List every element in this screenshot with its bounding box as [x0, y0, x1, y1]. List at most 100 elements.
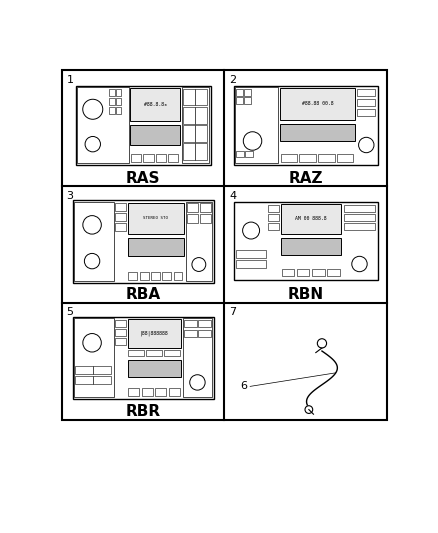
Bar: [128, 350, 144, 356]
Bar: [282, 269, 294, 277]
Bar: [236, 97, 243, 104]
Bar: [280, 124, 355, 141]
Circle shape: [85, 253, 100, 269]
Bar: [195, 88, 207, 106]
Text: #88.88 00.8: #88.88 00.8: [302, 101, 333, 106]
Bar: [109, 98, 115, 105]
Bar: [156, 154, 166, 161]
Bar: [200, 214, 211, 223]
Bar: [143, 154, 154, 161]
Bar: [78, 87, 129, 163]
Bar: [236, 250, 266, 257]
Bar: [234, 202, 378, 280]
Bar: [183, 125, 194, 142]
Text: 5: 5: [67, 308, 74, 317]
Text: RAZ: RAZ: [289, 171, 323, 186]
Bar: [130, 88, 180, 121]
Bar: [343, 214, 375, 221]
Bar: [115, 213, 126, 221]
Bar: [183, 107, 194, 124]
Bar: [268, 205, 279, 212]
Bar: [127, 203, 184, 234]
Bar: [168, 154, 178, 161]
Bar: [184, 320, 197, 327]
Bar: [187, 214, 198, 223]
Bar: [280, 88, 355, 119]
Bar: [74, 202, 114, 281]
Bar: [318, 154, 335, 161]
Bar: [195, 107, 207, 124]
Bar: [195, 143, 207, 160]
Bar: [93, 366, 111, 374]
Bar: [75, 376, 92, 384]
Bar: [115, 320, 126, 327]
Bar: [268, 223, 279, 230]
Bar: [337, 154, 353, 161]
Bar: [127, 319, 181, 348]
Bar: [109, 88, 115, 95]
Bar: [142, 388, 153, 396]
Bar: [116, 98, 121, 105]
Bar: [236, 88, 243, 95]
Bar: [115, 223, 126, 231]
Bar: [115, 338, 126, 345]
Bar: [164, 350, 180, 356]
Bar: [281, 204, 341, 233]
Bar: [146, 350, 162, 356]
Text: 7: 7: [229, 308, 236, 317]
Bar: [73, 317, 214, 399]
Circle shape: [190, 375, 205, 390]
Circle shape: [243, 132, 262, 150]
Bar: [130, 125, 180, 145]
Bar: [187, 203, 198, 212]
Bar: [128, 388, 139, 396]
Bar: [116, 107, 121, 114]
Bar: [151, 272, 160, 280]
Bar: [183, 318, 212, 398]
Bar: [200, 203, 211, 212]
Bar: [184, 329, 197, 337]
Bar: [116, 88, 121, 95]
Bar: [74, 318, 114, 398]
Circle shape: [83, 99, 103, 119]
Bar: [244, 88, 251, 95]
Bar: [183, 88, 194, 106]
Bar: [169, 388, 180, 396]
Circle shape: [83, 216, 101, 234]
Bar: [173, 272, 183, 280]
Bar: [268, 214, 279, 221]
Bar: [327, 269, 340, 277]
Bar: [300, 154, 316, 161]
Circle shape: [85, 136, 100, 152]
Bar: [140, 272, 148, 280]
Bar: [127, 238, 184, 256]
Bar: [297, 269, 310, 277]
Bar: [195, 125, 207, 142]
Bar: [93, 376, 111, 384]
Circle shape: [352, 256, 367, 272]
Text: |88|888888: |88|888888: [140, 330, 169, 336]
Circle shape: [83, 334, 101, 352]
Bar: [312, 269, 325, 277]
Bar: [281, 154, 297, 161]
Bar: [245, 151, 253, 157]
Bar: [186, 202, 212, 281]
Bar: [357, 99, 375, 106]
Text: RAS: RAS: [126, 171, 160, 186]
Text: 3: 3: [67, 191, 74, 201]
Bar: [343, 205, 375, 212]
Bar: [198, 320, 211, 327]
Circle shape: [192, 257, 206, 271]
Bar: [62, 70, 387, 421]
Circle shape: [243, 222, 260, 239]
Bar: [115, 329, 126, 336]
Text: RBA: RBA: [126, 287, 161, 302]
Bar: [128, 272, 138, 280]
Text: #88.8.8ₘ: #88.8.8ₘ: [144, 102, 166, 107]
Bar: [155, 388, 166, 396]
Bar: [357, 109, 375, 116]
Bar: [75, 366, 92, 374]
Text: AM 00 888.8: AM 00 888.8: [295, 216, 327, 221]
Bar: [76, 85, 211, 165]
Circle shape: [305, 406, 313, 414]
